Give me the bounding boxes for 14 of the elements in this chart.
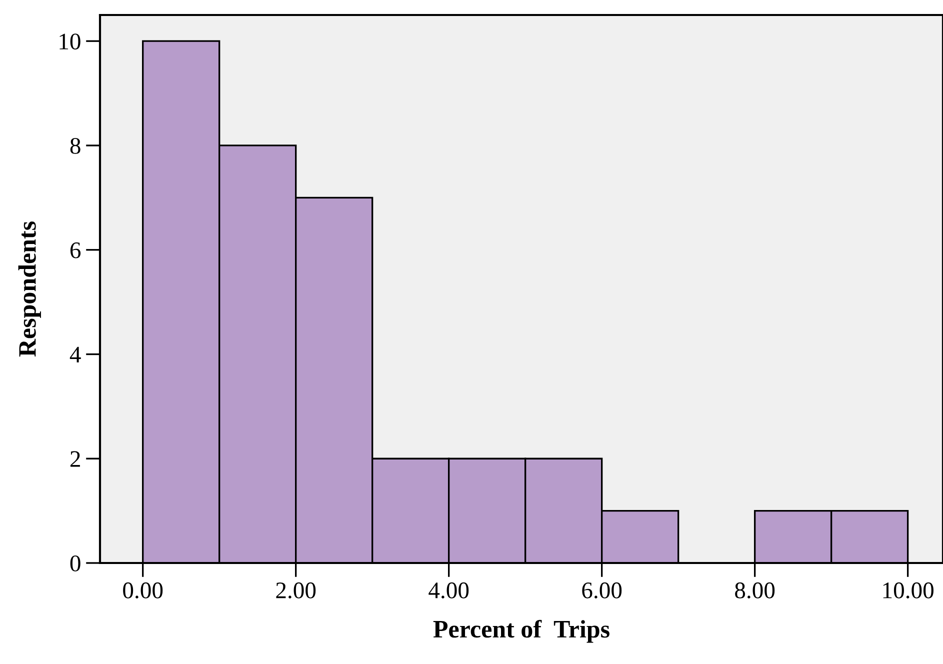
x-tick-label: 0.00 — [123, 582, 163, 598]
y-tick-label: 10 — [60, 34, 80, 50]
y-tick-label: 2 — [70, 451, 80, 467]
y-tick-label: 4 — [70, 346, 81, 362]
x-axis-title: Percent of Trips — [433, 620, 610, 643]
y-tick-label: 6 — [70, 242, 81, 258]
x-tick-label: 6.00 — [582, 582, 622, 598]
y-tick-label: 8 — [70, 138, 80, 154]
x-tick-label: 8.00 — [735, 582, 775, 598]
x-tick-label: 4.00 — [428, 582, 469, 598]
y-tick-label: 0 — [70, 555, 80, 572]
y-axis-title: Respondents — [18, 222, 41, 357]
x-tick-label: 10.00 — [883, 582, 934, 598]
x-tick-label: 2.00 — [276, 582, 316, 598]
